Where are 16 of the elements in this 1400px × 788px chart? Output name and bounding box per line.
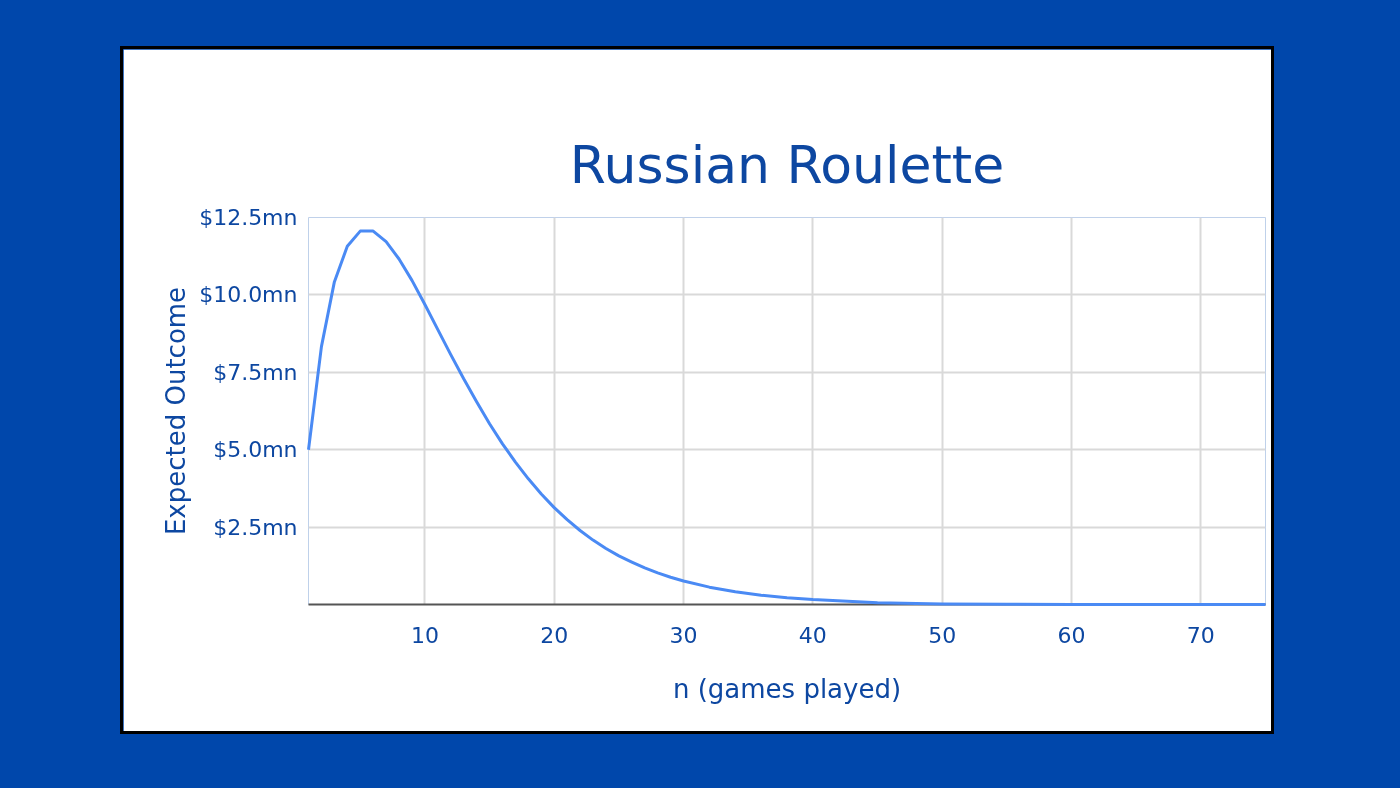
y-tick-label: $2.5mn	[213, 514, 298, 540]
x-tick-label: 70	[1186, 622, 1215, 648]
y-tick-label: $7.5mn	[213, 359, 298, 385]
line-series	[307, 229, 1267, 606]
y-tick-label: $10.0mn	[199, 282, 298, 308]
x-tick-label: 10	[410, 622, 439, 648]
x-tick-label: 40	[798, 622, 827, 648]
x-axis-title: n (games played)	[672, 673, 902, 704]
y-axis-title: Expected Outcome	[161, 286, 192, 536]
y-tick-label: $5.0mn	[213, 437, 298, 463]
y-tick-label: $12.5mn	[199, 205, 298, 230]
x-tick-label: 60	[1057, 622, 1086, 648]
x-tick-label: 30	[669, 622, 698, 648]
x-tick-label: 50	[928, 622, 957, 648]
x-tick-label: 20	[540, 622, 569, 648]
chart-title: Russian Roulette	[569, 135, 1005, 195]
